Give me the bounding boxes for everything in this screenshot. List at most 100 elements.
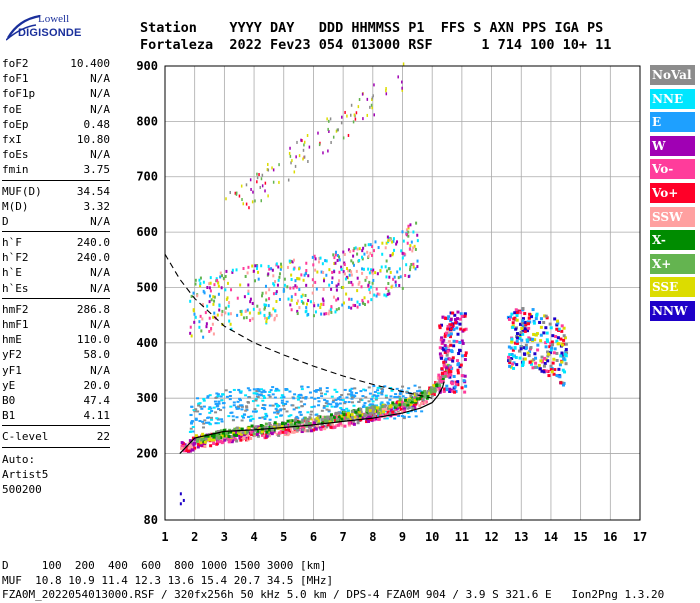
echo-point	[231, 268, 234, 272]
echo-point	[215, 417, 219, 420]
echo-point	[270, 432, 274, 436]
echo-point	[394, 280, 397, 284]
echo-point	[277, 389, 281, 392]
echo-point	[413, 384, 417, 387]
echo-point	[263, 404, 267, 407]
echo-point	[458, 349, 462, 353]
echo-point	[449, 311, 453, 315]
echo-point	[346, 393, 350, 396]
echo-point	[333, 262, 336, 266]
echo-point	[448, 375, 452, 379]
echo-point	[232, 401, 236, 404]
echo-point	[426, 394, 430, 398]
param-row-d: D N/A	[2, 214, 110, 229]
echo-point	[336, 398, 340, 401]
echo-point	[212, 315, 215, 319]
echo-point	[418, 404, 422, 408]
echo-point	[237, 405, 241, 408]
echo-point	[402, 415, 406, 418]
echo-point	[362, 267, 365, 271]
echo-point	[290, 161, 292, 165]
echo-point	[252, 392, 256, 395]
echo-point	[210, 410, 214, 413]
echo-point	[347, 305, 350, 309]
echo-point	[438, 346, 442, 350]
echo-point	[364, 243, 367, 247]
echo-point	[523, 312, 527, 316]
param-value: N/A	[90, 214, 110, 228]
echo-point	[310, 410, 314, 413]
echo-point	[255, 266, 258, 270]
echo-point	[254, 425, 258, 429]
echo-point	[224, 389, 228, 392]
x-tick-label: 11	[455, 530, 469, 544]
echo-point	[353, 387, 357, 390]
echo-point	[545, 331, 549, 335]
echo-point	[350, 306, 353, 310]
echo-point	[279, 396, 283, 399]
echo-point	[367, 300, 370, 304]
echo-point	[194, 417, 198, 420]
echo-point	[271, 166, 273, 170]
echo-point	[358, 412, 362, 416]
echo-point	[547, 374, 551, 378]
echo-point	[389, 408, 393, 412]
echo-point	[269, 389, 273, 392]
echo-point	[447, 315, 451, 319]
echo-point	[298, 277, 301, 281]
echo-point	[412, 230, 415, 234]
param-value: 240.0	[76, 251, 110, 265]
echo-point	[549, 368, 553, 372]
echo-point	[288, 419, 292, 423]
echo-point	[336, 258, 339, 262]
echo-point	[455, 359, 459, 363]
echo-point	[283, 422, 287, 426]
echo-point	[257, 430, 261, 434]
echo-point	[560, 329, 564, 333]
echo-point	[447, 364, 451, 368]
echo-point	[300, 385, 304, 388]
echo-point	[534, 333, 538, 337]
echo-point	[562, 357, 566, 361]
echo-point	[341, 115, 343, 119]
param-row-hf: h`F 240.0	[2, 235, 110, 250]
x-tick-label: 8	[369, 530, 376, 544]
echo-point	[384, 246, 387, 250]
true-height-profile	[179, 381, 445, 455]
echo-point	[384, 265, 387, 269]
echo-point	[268, 404, 272, 407]
echo-point	[409, 268, 412, 272]
echo-point	[268, 418, 272, 421]
echo-point	[183, 443, 187, 447]
echo-point	[508, 353, 512, 357]
echo-point	[227, 436, 231, 440]
echo-point	[343, 272, 346, 276]
echo-point	[408, 247, 411, 251]
echo-point	[367, 400, 371, 403]
echo-point	[283, 432, 287, 436]
echo-point	[529, 346, 533, 350]
echo-point	[464, 353, 468, 357]
echo-point	[226, 281, 229, 285]
echo-point	[395, 242, 398, 246]
echo-point	[259, 394, 263, 397]
echo-point	[361, 267, 364, 271]
echo-point	[436, 384, 440, 388]
echo-point	[257, 277, 260, 281]
echo-point	[260, 429, 264, 433]
echo-point	[290, 298, 293, 302]
echo-point	[201, 303, 204, 307]
echo-point	[215, 436, 219, 440]
param-row-fof1: foF1 N/A	[2, 71, 110, 86]
echo-point	[279, 267, 282, 271]
echo-point	[459, 312, 463, 316]
param-value: 3.32	[83, 199, 111, 213]
echo-point	[298, 288, 301, 292]
echo-point	[211, 322, 214, 326]
echo-point	[340, 414, 344, 418]
echo-point	[253, 428, 257, 432]
echo-point	[560, 324, 564, 328]
echo-point	[305, 419, 309, 423]
echo-point	[552, 372, 556, 376]
echo-point	[453, 385, 457, 389]
